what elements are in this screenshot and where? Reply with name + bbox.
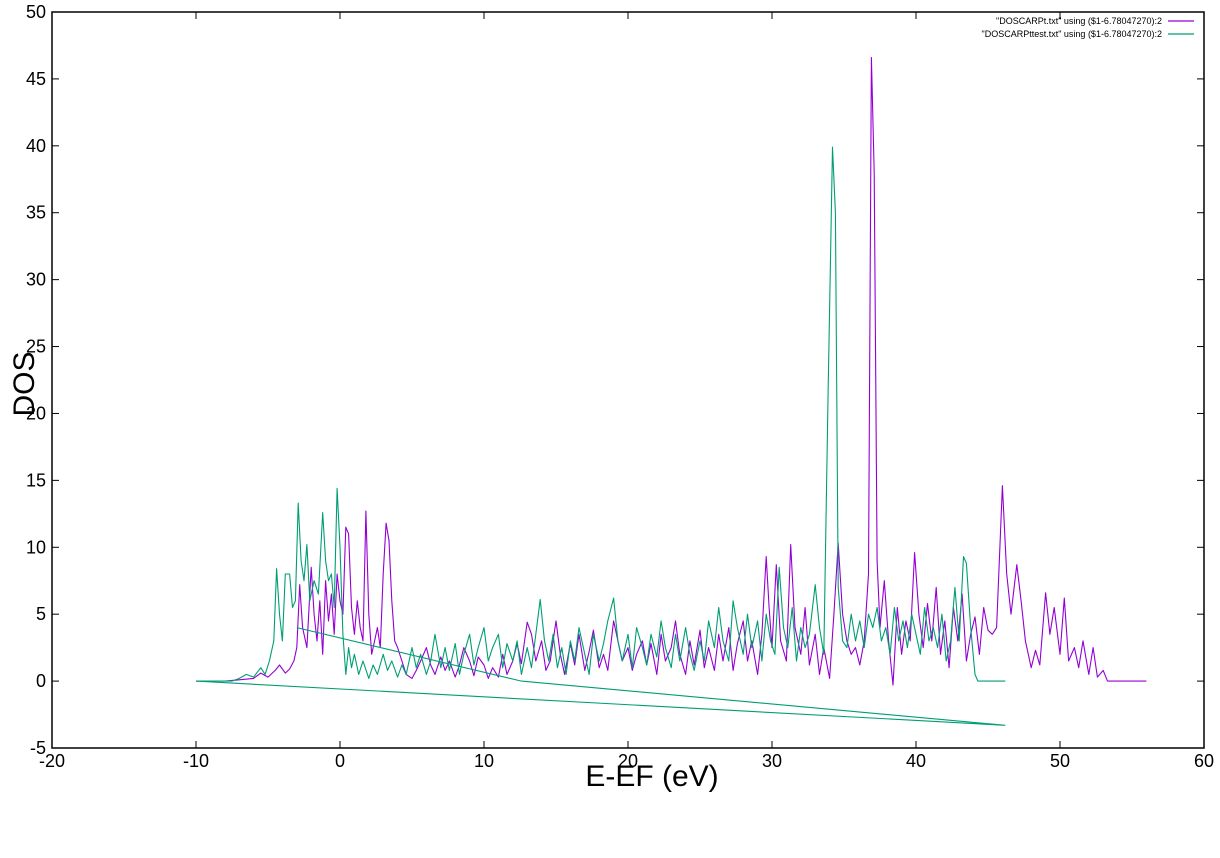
y-tick-label: 45 [26, 69, 46, 89]
x-tick-label: 10 [474, 751, 494, 771]
y-tick-label: 15 [26, 470, 46, 490]
x-tick-label: 20 [618, 751, 638, 771]
y-axis-title: DOS [8, 351, 41, 416]
y-tick-label: 25 [26, 337, 46, 357]
y-tick-label: 20 [26, 403, 46, 423]
y-tick-label: 30 [26, 270, 46, 290]
series-line-dos-pttest [196, 146, 1006, 682]
y-tick-label: 10 [26, 537, 46, 557]
legend-label-dos-pttest: "DOSCARPttest.txt" using ($1-6.78047270)… [982, 29, 1162, 39]
legend-label-dos-pt: "DOSCARPt.txt" using ($1-6.78047270):2 [996, 16, 1162, 26]
tick-layer: -20 -10 0 10 20 30 40 50 60 -5 0 5 10 15 20 25 30 35 40 45 5… [26, 2, 1214, 771]
series-line-dos-pt [196, 56, 1147, 686]
y-tick-label: 50 [26, 2, 46, 22]
y-tick-label: 40 [26, 136, 46, 156]
series-wrap-segment-dos-pttest [195, 627, 1006, 726]
y-tick-label: -5 [30, 738, 46, 758]
x-axis-title: E-EF (eV) [585, 760, 718, 793]
x-tick-label: 50 [1050, 751, 1070, 771]
x-tick-label: 30 [762, 751, 782, 771]
x-tick-label: 0 [335, 751, 345, 771]
legend: "DOSCARPt.txt" using ($1-6.78047270):2 "… [982, 16, 1194, 39]
y-tick-label: 35 [26, 203, 46, 223]
y-tick-label: 5 [36, 604, 46, 624]
x-tick-label: 40 [906, 751, 926, 771]
x-tick-label: 60 [1194, 751, 1214, 771]
y-tick-label: 0 [36, 671, 46, 691]
x-tick-label: -10 [183, 751, 209, 771]
series-layer [195, 56, 1147, 726]
x-tick-label: -20 [39, 751, 65, 771]
